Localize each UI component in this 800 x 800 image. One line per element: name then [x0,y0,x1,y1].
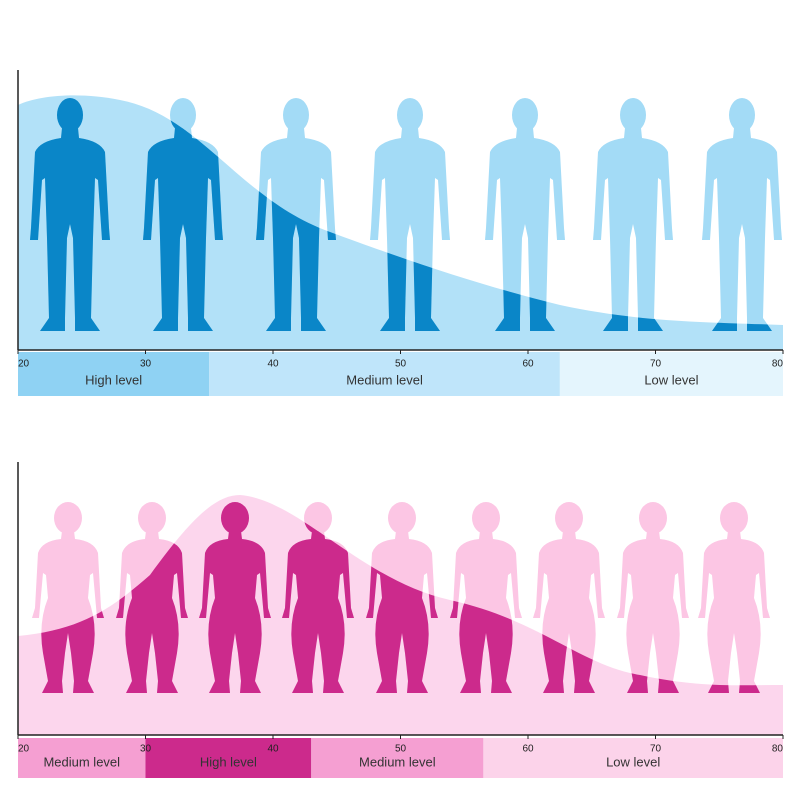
band [18,738,146,778]
band [145,738,312,778]
x-tick-label: 60 [522,744,534,755]
silhouette [702,98,782,331]
band-label: Medium level [346,372,423,387]
band [483,738,783,778]
x-tick-label: 20 [18,359,30,370]
x-tick-label: 80 [772,744,784,755]
band-label: Low level [606,754,660,769]
band-label: Medium level [359,754,436,769]
band-label: Medium level [43,754,120,769]
silhouette [617,502,689,693]
x-tick-label: 30 [140,359,152,370]
silhouette [593,98,673,331]
band-label: High level [85,372,142,387]
x-tick-label: 80 [772,359,784,370]
x-tick-label: 40 [267,359,279,370]
band-label: Low level [644,372,698,387]
x-tick-label: 50 [395,744,407,755]
x-tick-label: 60 [522,359,534,370]
silhouette [698,502,770,693]
band-label: High level [200,754,257,769]
x-tick-label: 20 [18,744,30,755]
x-tick-label: 70 [650,744,662,755]
band [311,738,484,778]
x-tick-label: 70 [650,359,662,370]
x-tick-label: 50 [395,359,407,370]
x-tick-label: 30 [140,744,152,755]
band [209,352,560,396]
band [559,352,783,396]
x-tick-label: 40 [267,744,279,755]
band [18,352,210,396]
